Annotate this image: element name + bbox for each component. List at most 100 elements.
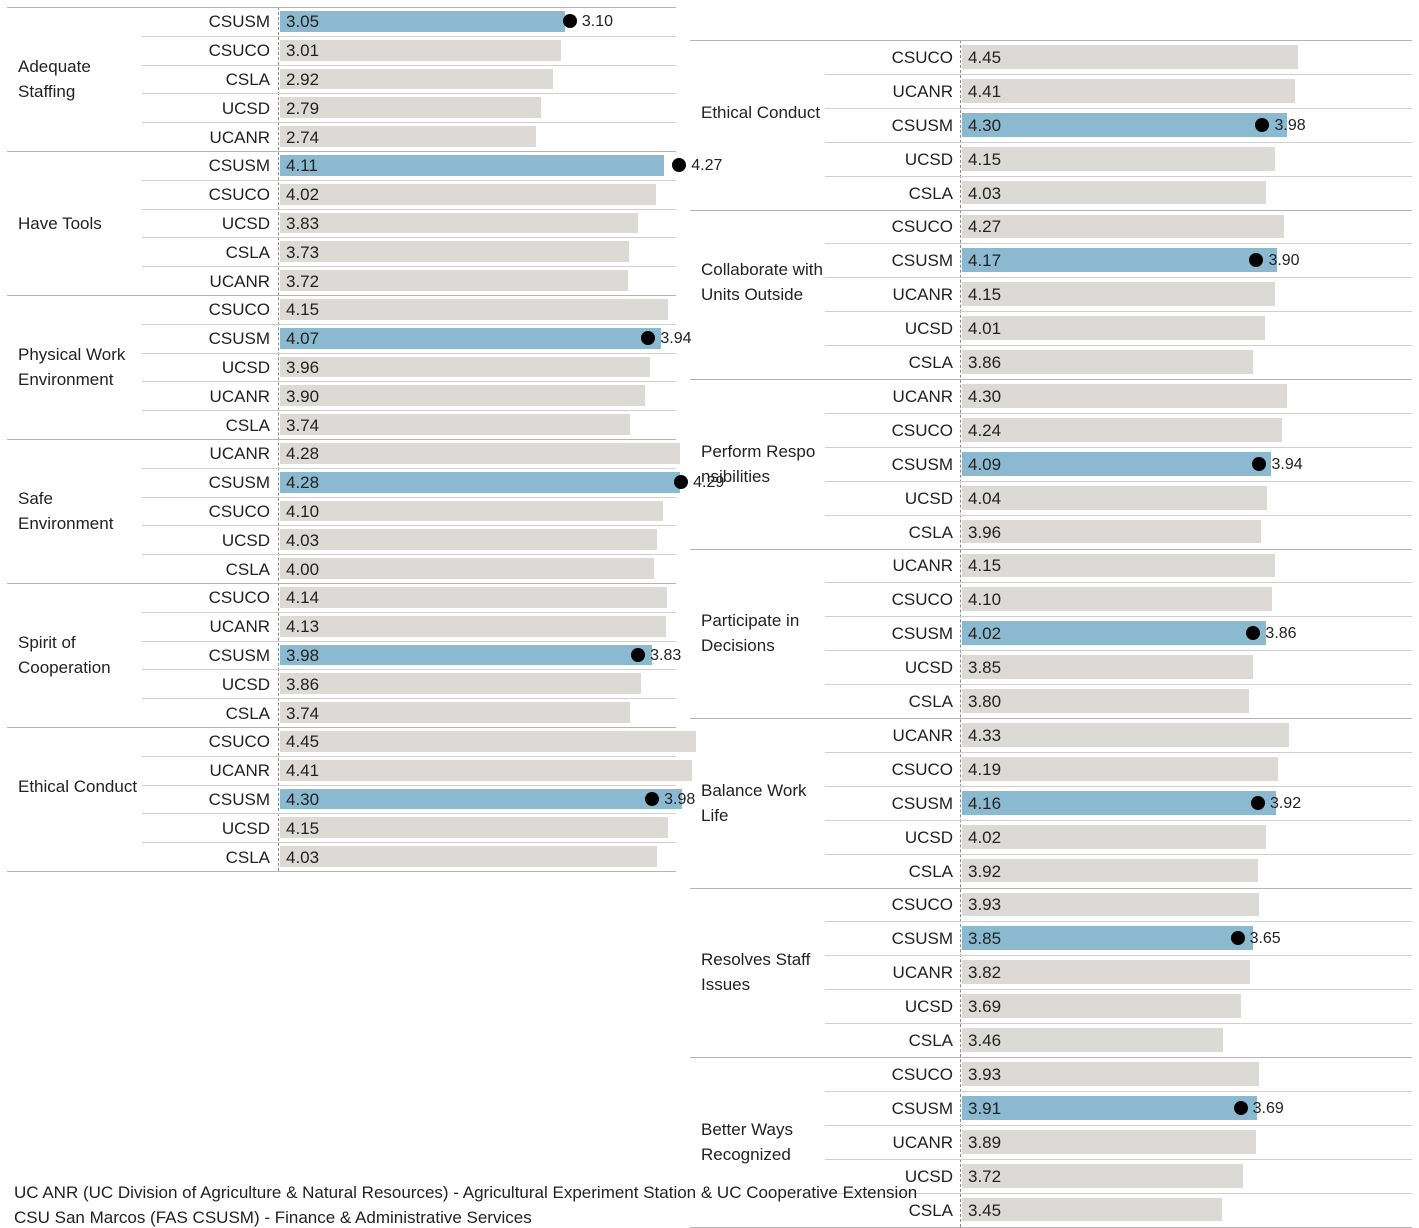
value-label: 3.74 (286, 703, 320, 723)
value-label: 3.73 (286, 242, 320, 262)
value-label: 3.93 (968, 895, 1002, 915)
row-separator (825, 819, 1412, 821)
row-separator (825, 311, 1412, 313)
value-label: 4.41 (968, 81, 1002, 101)
value-label: 3.86 (286, 674, 320, 694)
row-separator (142, 237, 676, 239)
value-label: 2.74 (286, 127, 320, 147)
baseline-axis (960, 40, 961, 1227)
value-label: 4.15 (968, 556, 1002, 576)
institution-label: CSUCO (891, 47, 953, 67)
bar-csuco (962, 756, 1279, 781)
value-label: 4.30 (968, 386, 1002, 406)
value-label: 3.85 (968, 929, 1002, 949)
bar-ucanr (280, 126, 537, 147)
institution-label: UCANR (209, 444, 270, 464)
bar-ucsd (962, 994, 1241, 1019)
institution-label: UCANR (209, 271, 270, 291)
value-label: 3.72 (286, 271, 320, 291)
bar-csla (280, 241, 629, 263)
group-separator (690, 548, 1412, 550)
reference-value-label: 3.83 (650, 647, 682, 664)
reference-value-label: 3.98 (664, 791, 696, 808)
value-label: 4.45 (286, 732, 320, 752)
institution-label: UCANR (892, 285, 953, 305)
institution-label: CSLA (908, 522, 953, 542)
footnote-ucanr: UC ANR (UC Division of Agriculture & Nat… (14, 1183, 918, 1202)
institution-label: UCSD (221, 818, 270, 838)
group-separator (7, 727, 676, 728)
institution-label: CSLA (908, 353, 953, 373)
institution-label: CSUSM (891, 624, 953, 644)
institution-label: CSLA (908, 183, 953, 203)
institution-label: UCSD (904, 827, 953, 847)
value-label: 4.14 (286, 588, 320, 608)
bar-csusm (962, 451, 1271, 476)
row-separator (825, 989, 1412, 991)
reference-value-label: 3.98 (1274, 116, 1306, 134)
value-label: 3.05 (286, 12, 320, 32)
reference-marker-dot (672, 158, 687, 173)
bar-csusm (962, 112, 1287, 137)
row-separator (825, 480, 1412, 482)
institution-label: UCANR (209, 127, 270, 147)
institution-label: CSUSM (208, 12, 270, 32)
reference-marker-dot (1246, 626, 1261, 641)
institution-label: UCSD (904, 1166, 953, 1186)
group-separator (690, 379, 1412, 380)
category-label-participate-in-decisions: Participate in Decisions (701, 611, 800, 656)
value-label: 3.72 (968, 1166, 1002, 1186)
bar-csuco (962, 1062, 1259, 1086)
row-separator (825, 582, 1412, 584)
institution-label: UCSD (221, 98, 270, 118)
institution-label: CSUCO (208, 185, 270, 205)
institution-label: CSUCO (891, 1064, 953, 1084)
value-label: 4.13 (286, 617, 320, 637)
value-label: 4.02 (968, 624, 1002, 644)
value-label: 3.01 (286, 41, 320, 61)
right-chart-panel: Ethical Conduct CSUCO 4.45 UCANR 4.41 CSUSM 4.… (690, 0, 1419, 1228)
row-separator (825, 446, 1412, 448)
row-separator (142, 525, 676, 527)
bar-csla (962, 350, 1254, 374)
left-chart-panel: Adequate Staffing CSUSM 3.05 3.10 CSUCO 3.01 C… (0, 0, 724, 880)
row-separator (825, 243, 1412, 245)
category-label-balance-work-life: Balance Work Life (701, 780, 807, 825)
row-separator (142, 813, 676, 815)
institution-label: UCSD (904, 319, 953, 339)
value-label: 4.15 (968, 285, 1002, 305)
row-separator (825, 514, 1412, 516)
reference-marker-dot (1255, 117, 1270, 132)
bar-csla (280, 846, 657, 867)
institution-label: CSUSM (208, 156, 270, 176)
value-label: 3.96 (968, 522, 1002, 542)
institution-label: UCSD (904, 658, 953, 678)
row-separator (142, 755, 676, 757)
institution-label: CSUCO (891, 759, 953, 779)
bar-ucanr (962, 384, 1287, 408)
bar-csusm (962, 248, 1277, 273)
row-separator (825, 616, 1412, 618)
institution-label: UCANR (892, 386, 953, 406)
bar-csuco (280, 183, 656, 205)
bar-csla (962, 180, 1267, 205)
value-label: 4.41 (286, 761, 320, 781)
bar-csla (280, 702, 630, 723)
bar-ucsd (280, 97, 541, 119)
row-separator (142, 554, 676, 556)
value-label: 3.90 (286, 386, 320, 406)
value-label: 4.07 (286, 329, 320, 349)
value-label: 4.10 (968, 590, 1002, 610)
category-label-ethical-conduct: Ethical Conduct (701, 102, 821, 122)
footnote-csusm: CSU San Marcos (FAS CSUSM) - Finance & A… (14, 1208, 532, 1227)
institution-label: CSLA (908, 861, 953, 881)
row-separator (825, 1158, 1412, 1160)
bar-ucanr (962, 723, 1289, 747)
row-separator (825, 141, 1412, 143)
category-label-perform-respo-nsibilities: Perform Respo nsibilities (701, 441, 816, 486)
row-separator (142, 179, 676, 181)
institution-label: UCANR (892, 1132, 953, 1152)
reference-value-label: 3.10 (581, 13, 613, 31)
institution-label: CSLA (225, 559, 270, 579)
row-separator (142, 93, 676, 95)
